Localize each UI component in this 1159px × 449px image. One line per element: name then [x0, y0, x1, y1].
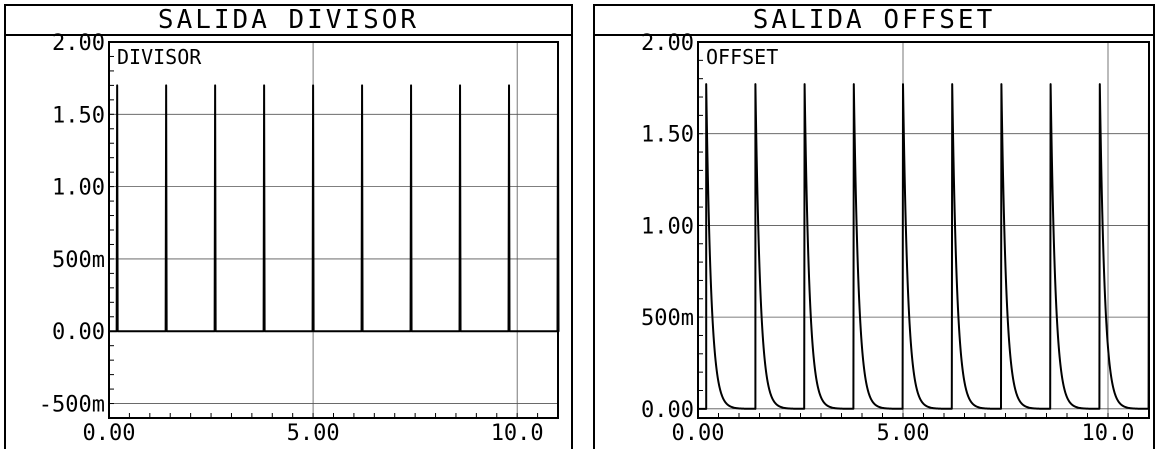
- y-tick-label: 1.00: [52, 176, 105, 201]
- y-tick-label: -500m: [39, 393, 105, 418]
- y-tick-label: 1.50: [641, 123, 694, 148]
- y-tick-label: 500m: [52, 248, 105, 273]
- window-title: SALIDA DIVISOR: [6, 6, 571, 36]
- y-tick-label: 2.00: [641, 31, 694, 56]
- x-tick-label: 5.00: [287, 421, 340, 446]
- x-tick-label: 0.00: [672, 421, 725, 446]
- trace-label: DIVISOR: [117, 45, 202, 69]
- trace-line: [109, 84, 560, 333]
- plot-frame: [697, 41, 1150, 419]
- y-tick-label: 0.00: [52, 320, 105, 345]
- trace-label: OFFSET: [706, 45, 778, 69]
- x-tick-label: 10.0: [491, 421, 544, 446]
- window-title: SALIDA OFFSET: [595, 6, 1153, 36]
- x-tick-label: 10.0: [1082, 421, 1135, 446]
- plot-frame: [108, 41, 559, 419]
- y-tick-label: 500m: [641, 306, 694, 331]
- y-tick-label: 0.00: [641, 398, 694, 423]
- y-tick-label: 1.00: [641, 214, 694, 239]
- y-tick-label: 2.00: [52, 31, 105, 56]
- x-tick-label: 0.00: [83, 421, 136, 446]
- x-tick-label: 5.00: [877, 421, 930, 446]
- trace-line: [697, 83, 1150, 410]
- y-tick-label: 1.50: [52, 103, 105, 128]
- divisor-window: SALIDA DIVISOR: [4, 4, 573, 449]
